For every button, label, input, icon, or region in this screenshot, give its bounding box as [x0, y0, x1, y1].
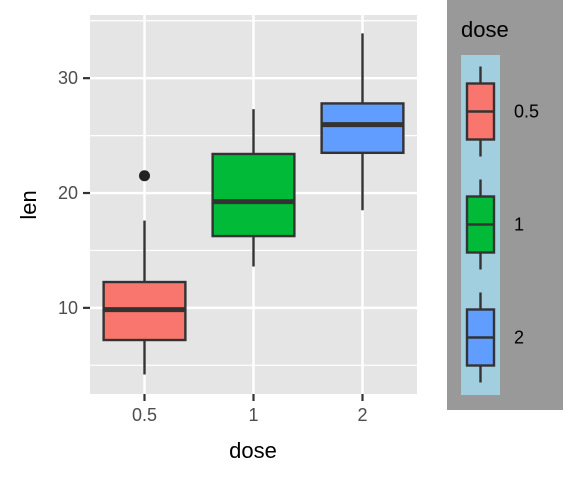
legend-keys: 0.5 1 2 — [465, 66, 539, 383]
x-tick-label: 1 — [248, 405, 258, 425]
x-tick-label: 2 — [357, 405, 367, 425]
box-iqr — [211, 152, 296, 238]
legend-key-1: 1 — [465, 179, 524, 270]
legend-key-0.5: 0.5 — [465, 66, 539, 157]
legend-title: dose — [461, 17, 509, 42]
box-2 — [320, 33, 405, 211]
legend-key-2: 2 — [465, 292, 524, 383]
y-axis: 10 20 30 — [58, 68, 90, 318]
y-tick-label: 30 — [58, 68, 78, 88]
x-axis-title: dose — [229, 438, 277, 463]
box-iqr — [320, 102, 405, 155]
legend-label: 0.5 — [514, 102, 539, 122]
y-tick-label: 10 — [58, 298, 78, 318]
legend-label: 1 — [514, 215, 524, 235]
x-tick-label: 0.5 — [132, 405, 157, 425]
legend: dose 0.5 1 2 — [447, 0, 563, 410]
box-0.5 — [102, 170, 187, 375]
y-tick-label: 20 — [58, 183, 78, 203]
box-1 — [211, 109, 296, 267]
outlier-point — [139, 170, 150, 182]
box-group — [102, 33, 405, 375]
x-axis: 0.5 1 2 — [132, 394, 368, 425]
y-axis-title: len — [16, 190, 41, 219]
legend-label: 2 — [514, 328, 524, 348]
